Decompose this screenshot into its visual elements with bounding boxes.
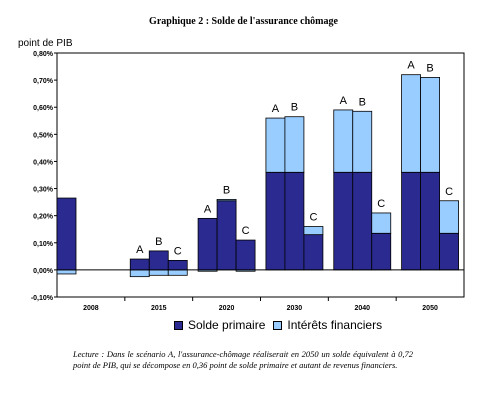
bar-solde-primaire bbox=[371, 232, 392, 271]
bar-solde-primaire bbox=[216, 200, 237, 271]
bar-interets-financiers bbox=[265, 117, 286, 173]
bar-interets-financiers bbox=[401, 74, 421, 173]
bar-interets-financiers bbox=[371, 212, 392, 234]
bar-interets-financiers bbox=[56, 269, 77, 275]
bar-solde-primaire bbox=[167, 259, 188, 271]
y-axis-unit-label: point de PIB bbox=[18, 38, 73, 49]
bar-interets-financiers bbox=[439, 200, 459, 234]
y-tick-label: 0,20% bbox=[33, 214, 54, 221]
bar-solde-primaire bbox=[56, 197, 77, 271]
scenario-label: B bbox=[359, 96, 366, 108]
bar-interets-financiers bbox=[352, 110, 373, 173]
bar-interets-financiers bbox=[333, 109, 354, 173]
scenario-label: A bbox=[340, 95, 348, 107]
scenario-label: B bbox=[223, 184, 230, 196]
y-tick-label: -0,10% bbox=[31, 295, 54, 302]
bar-solde-primaire bbox=[129, 258, 150, 271]
x-tick-label: 2015 bbox=[151, 305, 167, 312]
scenario-label: C bbox=[445, 186, 453, 198]
y-tick-label: 0,40% bbox=[33, 159, 54, 166]
scenario-label: A bbox=[204, 203, 212, 215]
bar-solde-primaire bbox=[420, 171, 440, 271]
bar-solde-primaire bbox=[303, 234, 324, 271]
y-tick-label: 0,10% bbox=[33, 241, 54, 248]
bar-solde-primaire bbox=[401, 171, 421, 271]
chart-legend: Solde primaire Intérêts financiers bbox=[174, 318, 390, 332]
y-tick-label: 0,00% bbox=[33, 268, 54, 275]
bar-solde-primaire bbox=[197, 217, 218, 271]
bar-interets-financiers bbox=[216, 198, 237, 202]
scenario-label: B bbox=[426, 62, 433, 74]
legend-label-primaire: Solde primaire bbox=[188, 318, 266, 332]
bar-solde-primaire bbox=[235, 239, 256, 271]
scenario-label: C bbox=[377, 198, 385, 210]
bar-interets-financiers bbox=[303, 226, 324, 236]
bar-interets-financiers bbox=[420, 77, 440, 173]
bar-interets-financiers bbox=[167, 269, 188, 276]
legend-swatch-primaire bbox=[174, 320, 183, 330]
y-tick-label: 0,30% bbox=[33, 187, 54, 194]
bar-interets-financiers bbox=[148, 269, 169, 276]
x-tick-label: 2030 bbox=[287, 305, 303, 312]
bar-solde-primaire bbox=[148, 250, 169, 271]
scenario-label: B bbox=[291, 102, 298, 114]
scenario-label: C bbox=[242, 225, 250, 237]
chart-title: Graphique 2 : Solde de l'assurance chôma… bbox=[149, 16, 338, 27]
scenario-label: B bbox=[155, 236, 162, 248]
scenario-label: A bbox=[407, 60, 415, 72]
bar-solde-primaire bbox=[284, 171, 305, 271]
reading-note: Lecture : Dans le scénario A, l'assuranc… bbox=[73, 349, 413, 370]
y-tick-label: 0,70% bbox=[33, 78, 54, 85]
legend-label-interets: Intérêts financiers bbox=[287, 318, 383, 332]
scenario-label: A bbox=[136, 244, 144, 256]
bar-solde-primaire bbox=[333, 171, 354, 271]
x-tick-label: 2040 bbox=[354, 305, 370, 312]
bar-solde-primaire bbox=[265, 171, 286, 271]
y-tick-label: 0,50% bbox=[33, 132, 54, 139]
x-tick-label: 2050 bbox=[422, 305, 438, 312]
scenario-label: C bbox=[309, 212, 317, 224]
x-tick-label: 2008 bbox=[83, 305, 99, 312]
x-tick-label: 2020 bbox=[219, 305, 235, 312]
y-tick-label: 0,60% bbox=[33, 105, 54, 112]
legend-swatch-interets bbox=[273, 320, 283, 330]
legend-item-primaire: Solde primaire bbox=[174, 318, 265, 332]
scenario-label: C bbox=[174, 245, 182, 257]
legend-item-interets: Intérêts financiers bbox=[273, 318, 382, 332]
bar-interets-financiers bbox=[129, 269, 150, 278]
y-tick-label: 0,80% bbox=[33, 51, 54, 58]
bar-solde-primaire bbox=[352, 171, 373, 271]
scenario-label: A bbox=[272, 103, 280, 115]
bar-interets-financiers bbox=[284, 116, 305, 173]
bar-solde-primaire bbox=[439, 232, 459, 271]
